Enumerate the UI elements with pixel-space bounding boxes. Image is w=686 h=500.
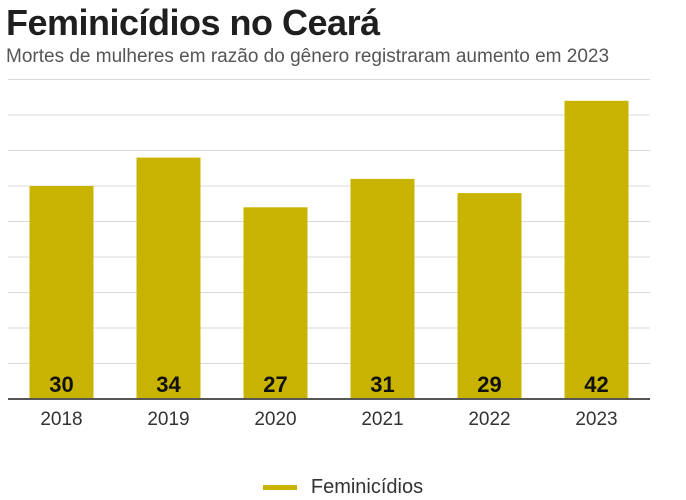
legend: Feminicídios [0,476,686,499]
legend-swatch [262,485,297,490]
data-label-2020: 27 [263,372,287,397]
data-label-2022: 29 [477,372,501,397]
chart-subtitle: Mortes de mulheres em razão do gênero re… [6,46,610,67]
x-tick-2022: 2022 [468,409,510,430]
x-tick-2021: 2021 [361,409,403,430]
legend-label: Feminicídios [310,476,424,498]
bar-2019 [136,157,201,399]
data-label-2021: 31 [370,372,394,397]
bar-2021 [350,178,415,399]
data-label-2018: 30 [49,372,73,397]
x-tick-2023: 2023 [575,409,617,430]
bar-2018 [29,186,94,399]
chart-title: Feminicídios no Ceará [6,2,380,43]
x-tick-2020: 2020 [254,409,296,430]
bar-2020 [243,207,308,399]
data-label-2019: 34 [156,372,181,397]
bar-2022 [457,193,522,399]
data-label-2023: 42 [584,372,608,397]
bar-2023 [564,100,629,400]
x-tick-2019: 2019 [147,409,189,430]
x-tick-2018: 2018 [40,409,82,430]
bar-chart: 30 2018 34 2019 27 2020 31 2021 29 2022 42 2023 [8,79,650,430]
